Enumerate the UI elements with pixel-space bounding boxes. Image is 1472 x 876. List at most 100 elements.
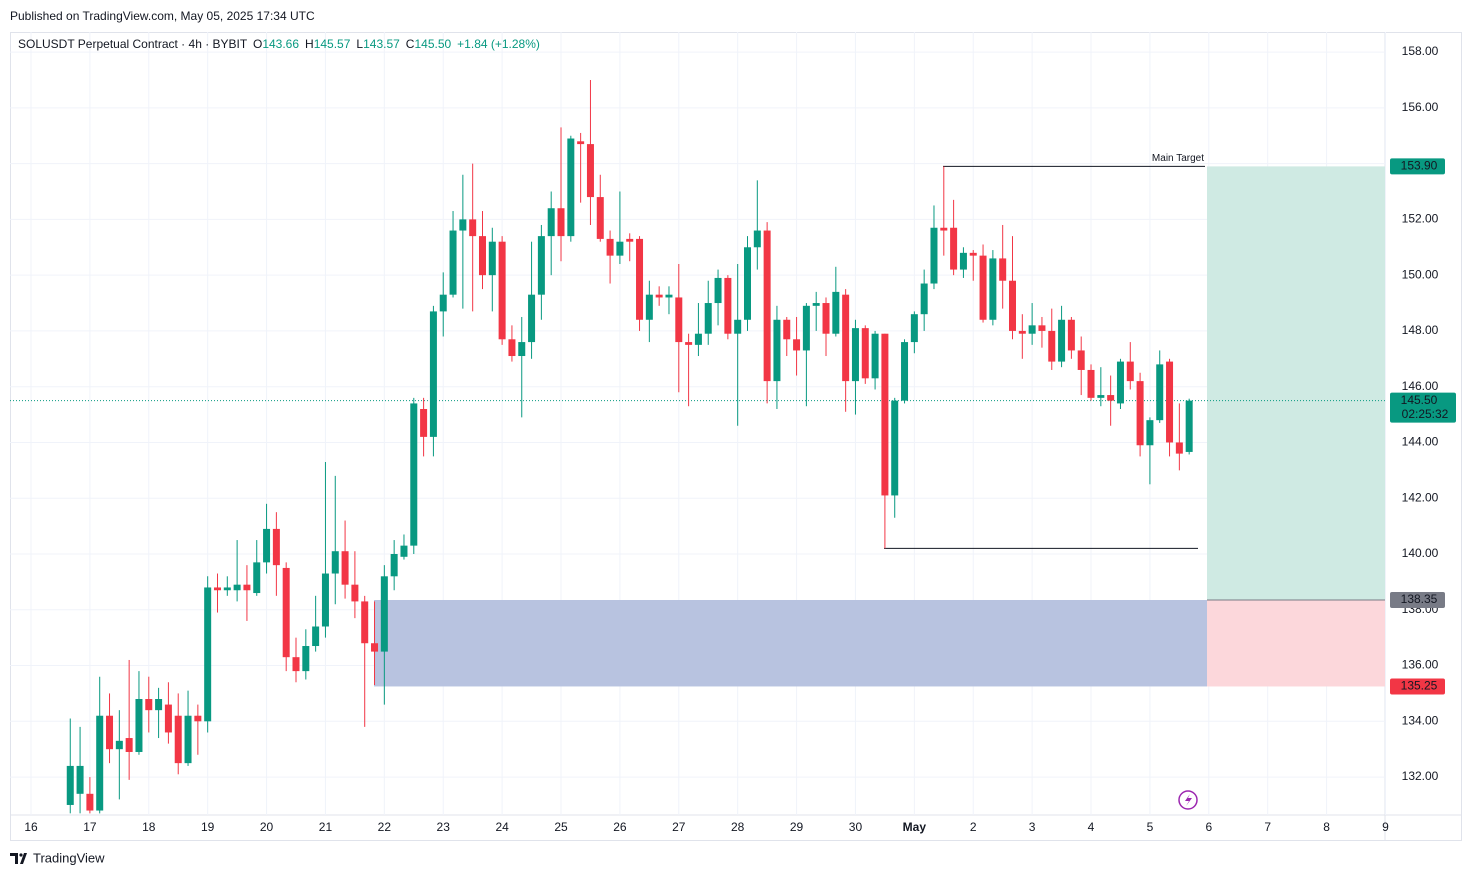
target-price-label: 153.90 — [1401, 159, 1438, 173]
candle-body — [793, 339, 801, 351]
candle-body — [312, 626, 320, 647]
candle-body — [528, 294, 536, 343]
candle-body — [96, 715, 104, 811]
candle-body — [1018, 330, 1026, 334]
candle-body — [1077, 350, 1085, 370]
y-tick-label: 144.00 — [1402, 435, 1439, 449]
y-tick-label: 134.00 — [1402, 713, 1439, 727]
candle-body — [439, 294, 447, 312]
legend-key: L — [356, 37, 363, 51]
candle-body — [155, 699, 163, 711]
candle-body — [263, 528, 271, 563]
candle-body — [302, 646, 310, 672]
candle-body — [596, 197, 604, 239]
candle-body — [498, 241, 506, 340]
candle-body — [469, 219, 477, 237]
profit-area — [1207, 166, 1385, 601]
candle-body — [655, 294, 663, 298]
legend: SOLUSDT Perpetual Contract · 4h · BYBIT O… — [18, 37, 540, 51]
candle-body — [901, 342, 909, 401]
candle-body — [66, 765, 74, 805]
candle-body — [1097, 395, 1105, 398]
candle-body — [253, 562, 261, 594]
chart-frame — [10, 32, 1462, 841]
current-price-label: 145.50 — [1401, 393, 1438, 407]
candle-body — [1175, 442, 1183, 454]
x-tick-label: May — [903, 820, 927, 834]
candle-body — [351, 584, 359, 602]
candle-body — [763, 230, 771, 382]
x-tick-label: 3 — [1029, 820, 1036, 834]
target-price-label-box — [1390, 158, 1445, 175]
candle-body — [164, 704, 172, 733]
candle-body — [449, 230, 457, 295]
candle-body — [488, 241, 496, 276]
brand-name: TradingView — [33, 850, 105, 865]
current-price-label-countdown: 02:25:32 — [1402, 407, 1449, 421]
candle-body — [881, 333, 889, 496]
candle-body — [547, 208, 555, 237]
x-tick-label: 8 — [1323, 820, 1330, 834]
candle-body — [724, 277, 732, 334]
x-tick-label: 7 — [1264, 820, 1271, 834]
brand-logo — [10, 853, 27, 864]
y-tick-label: 152.00 — [1402, 212, 1439, 226]
candle-body — [1058, 319, 1066, 362]
stop-price-label: 135.25 — [1401, 679, 1438, 693]
candle-body — [76, 765, 84, 794]
legend-symbol: SOLUSDT Perpetual Contract · 4h · BYBIT — [18, 37, 248, 51]
candle-body — [920, 283, 928, 315]
candle-body — [204, 587, 212, 722]
candle-body — [940, 227, 948, 231]
candle-body — [184, 715, 192, 764]
candle-body — [478, 236, 486, 276]
y-tick-label: 140.00 — [1402, 546, 1439, 560]
candle-body — [1107, 395, 1115, 401]
candle-body — [802, 305, 810, 351]
legend-value: 145.50 — [414, 37, 451, 51]
x-tick-label: 24 — [495, 820, 509, 834]
legend-value: 143.66 — [262, 37, 299, 51]
candle-body — [753, 230, 761, 248]
candle-body — [1067, 319, 1075, 351]
x-tick-label: 6 — [1205, 820, 1212, 834]
x-tick-label: 2 — [970, 820, 977, 834]
candle-body — [743, 247, 751, 320]
x-tick-label: 19 — [201, 820, 215, 834]
x-tick-label: 26 — [613, 820, 627, 834]
candle-body — [714, 277, 722, 304]
x-tick-label: 9 — [1382, 820, 1389, 834]
candle-body — [783, 319, 791, 340]
stop-area — [1207, 600, 1385, 687]
x-tick-label: 23 — [437, 820, 451, 834]
entry-price-label-box — [1390, 592, 1445, 609]
candle-body — [842, 294, 850, 382]
x-tick-label: 5 — [1147, 820, 1154, 834]
x-tick-label: 17 — [83, 820, 97, 834]
candle-body — [410, 403, 418, 546]
candle-body — [341, 551, 349, 585]
candle-body — [567, 138, 575, 237]
candle-body — [959, 252, 967, 270]
candle-body — [1009, 280, 1016, 331]
x-tick-label: 25 — [554, 820, 568, 834]
candle-body — [420, 409, 428, 437]
candle-body — [1087, 369, 1095, 398]
candle-body — [400, 545, 408, 557]
demand-zone — [374, 600, 1207, 687]
candle-body — [272, 528, 280, 566]
grid — [10, 32, 1386, 815]
candle-body — [891, 400, 899, 496]
candle-body — [1146, 420, 1154, 446]
candle-body — [577, 141, 585, 145]
candle-body — [1185, 400, 1193, 452]
stop-price-label-box — [1390, 678, 1445, 695]
candle-body — [704, 303, 712, 334]
candle-body — [292, 657, 300, 672]
candle-body — [233, 584, 241, 591]
legend-value: 143.57 — [363, 37, 400, 51]
x-tick-label: 22 — [378, 820, 392, 834]
candle-body — [557, 208, 565, 237]
x-tick-label: 30 — [849, 820, 863, 834]
candle-body — [429, 311, 437, 437]
